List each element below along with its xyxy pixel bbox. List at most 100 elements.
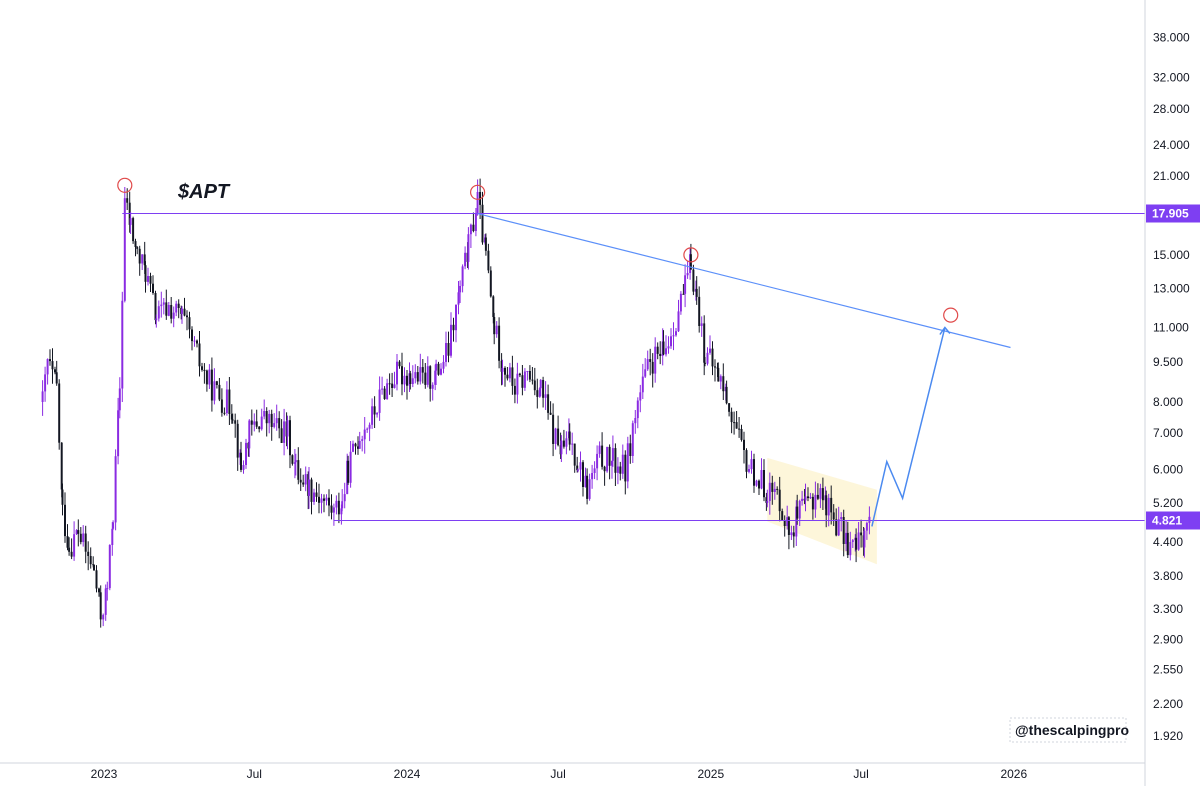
candle-body xyxy=(77,530,80,534)
candle-body xyxy=(722,376,725,392)
watermark-box: @thescalpingpro xyxy=(1009,717,1129,743)
time-axis[interactable]: 2023 Jul 2024 Jul 2025 Jul 2026 xyxy=(91,767,1028,781)
candle-body xyxy=(442,361,445,369)
candle-body xyxy=(340,508,343,515)
candle-body xyxy=(341,501,344,509)
candle-body xyxy=(857,532,860,550)
candle-body xyxy=(695,288,698,297)
candle-body xyxy=(755,480,758,486)
candle-body xyxy=(783,520,786,526)
candle-body xyxy=(70,551,73,557)
candle-body xyxy=(591,473,594,480)
candle-body xyxy=(735,422,738,429)
candle-body xyxy=(459,286,462,293)
candle-body xyxy=(536,390,539,397)
candle-body xyxy=(117,410,120,457)
candle-body xyxy=(411,378,414,384)
candle-body xyxy=(68,547,71,552)
candle-body xyxy=(868,516,871,523)
candle-body xyxy=(500,360,503,372)
candle-body xyxy=(132,218,135,242)
candle-body xyxy=(223,412,226,414)
candle-body xyxy=(768,482,771,501)
time-tick-label: 2023 xyxy=(91,767,118,781)
candle-body xyxy=(228,389,231,414)
candle-body xyxy=(506,374,509,379)
price-tick-label: 7.000 xyxy=(1153,426,1183,440)
candle-body xyxy=(84,533,87,552)
candle-body xyxy=(636,400,639,419)
candle-body xyxy=(41,391,44,402)
candle-body xyxy=(598,445,601,454)
candle-body xyxy=(795,506,798,537)
candle-body xyxy=(308,479,310,496)
candle-body xyxy=(75,530,78,535)
price-axis[interactable]: 1.920 2.200 2.550 2.900 3.300 3.800 4.400 5.200… xyxy=(1153,30,1190,743)
candle-body xyxy=(542,380,545,398)
candle-body xyxy=(386,383,389,399)
candle-body xyxy=(79,533,82,543)
candle-body xyxy=(740,429,743,440)
candle-body xyxy=(383,388,386,399)
candle-body xyxy=(753,459,755,486)
candle-body xyxy=(61,489,64,505)
candle-body xyxy=(455,304,457,331)
candle-body xyxy=(286,420,289,437)
candle-body xyxy=(44,374,47,392)
candle-body xyxy=(611,448,614,461)
candle-body xyxy=(354,443,357,447)
candle-body xyxy=(280,428,283,443)
price-tick-label: 24.000 xyxy=(1153,138,1190,152)
candle-body xyxy=(129,218,132,225)
candle-body xyxy=(469,224,472,235)
candle-body xyxy=(193,340,196,342)
candle-body xyxy=(579,462,582,470)
candle-body xyxy=(672,335,675,337)
price-tag xyxy=(1146,511,1200,530)
candle-body xyxy=(434,370,437,385)
candle-body xyxy=(170,305,173,319)
candle-body xyxy=(255,421,258,427)
candle-body xyxy=(318,496,320,503)
price-tick-label: 32.000 xyxy=(1153,71,1190,85)
candle-body xyxy=(320,498,323,503)
candle-body xyxy=(89,556,92,565)
candle-body xyxy=(654,346,657,374)
candle-body xyxy=(231,419,234,421)
candle-body xyxy=(807,496,809,499)
candle-body xyxy=(495,325,498,335)
candle-body xyxy=(533,380,536,391)
candle-body xyxy=(714,366,716,368)
candle-body xyxy=(631,423,634,456)
price-tick-label: 11.000 xyxy=(1153,321,1189,335)
candle-body xyxy=(586,475,589,499)
candle-body xyxy=(698,296,701,326)
candle-body xyxy=(343,494,346,502)
candle-body xyxy=(111,528,114,545)
candle-body xyxy=(208,369,211,385)
candle-body xyxy=(547,394,550,413)
candle-body xyxy=(347,460,350,483)
candle-body xyxy=(773,488,776,492)
candle-body xyxy=(154,293,157,321)
candle-body xyxy=(99,592,102,620)
candle-body xyxy=(467,234,470,262)
candle-body xyxy=(830,497,833,513)
candle-body xyxy=(771,482,774,492)
candle-body xyxy=(181,308,183,314)
candle-body xyxy=(629,443,632,456)
candle-body xyxy=(236,423,239,458)
candle-body xyxy=(421,367,424,373)
candle-body xyxy=(662,341,665,355)
candle-body xyxy=(450,324,452,356)
candle-body xyxy=(361,439,364,441)
candle-body xyxy=(87,551,90,556)
candle-body xyxy=(64,504,66,537)
candle-body xyxy=(649,359,652,362)
price-tick-label: 5.200 xyxy=(1153,496,1183,510)
time-tick-label: 2024 xyxy=(394,767,421,781)
candle-body xyxy=(289,420,291,456)
candle-body xyxy=(624,454,627,482)
